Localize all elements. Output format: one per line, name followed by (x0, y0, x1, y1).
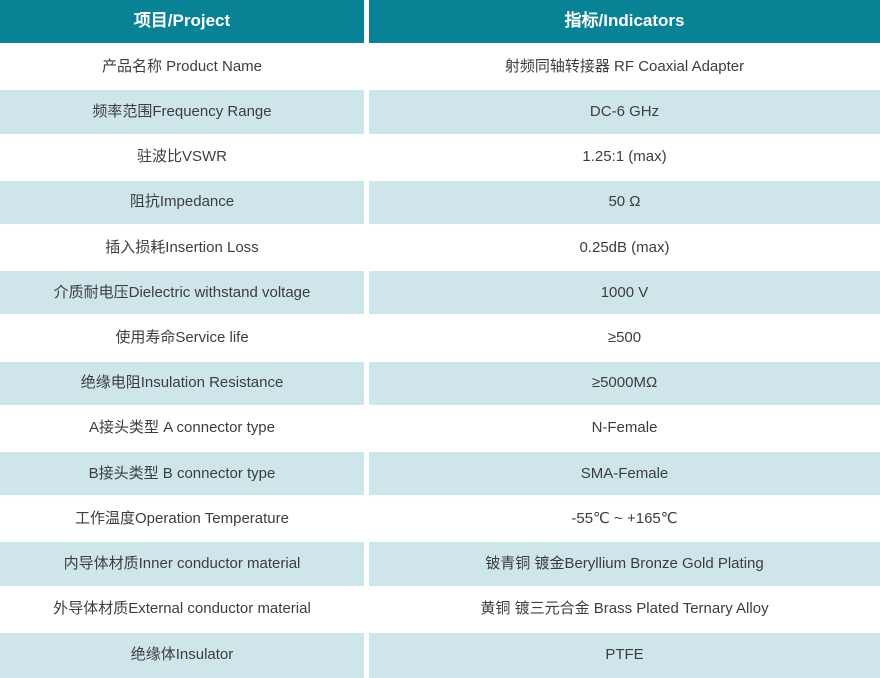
project-cell: 使用寿命Service life (0, 316, 364, 362)
project-cell: B接头类型 B connector type (0, 452, 364, 498)
indicator-cell: PTFE (369, 632, 880, 678)
project-cell: 绝缘体Insulator (0, 632, 364, 678)
indicator-cell: SMA-Female (369, 452, 880, 498)
column-header-project: 项目/Project (0, 0, 364, 46)
project-cell: A接头类型 A connector type (0, 406, 364, 452)
indicator-cell: 1.25:1 (max) (369, 135, 880, 181)
project-cell: 工作温度Operation Temperature (0, 497, 364, 543)
project-cell: 插入损耗Insertion Loss (0, 226, 364, 272)
project-cell: 介质耐电压Dielectric withstand voltage (0, 271, 364, 317)
project-cell: 外导体材质External conductor material (0, 587, 364, 633)
indicator-cell: ≥5000MΩ (369, 361, 880, 407)
indicator-cell: 0.25dB (max) (369, 226, 880, 272)
indicator-cell: DC-6 GHz (369, 90, 880, 136)
project-cell: 绝缘电阻Insulation Resistance (0, 361, 364, 407)
indicator-cell: 1000 V (369, 271, 880, 317)
project-cell: 阻抗Impedance (0, 180, 364, 226)
indicator-cell: 铍青铜 镀金Beryllium Bronze Gold Plating (369, 542, 880, 588)
project-cell: 内导体材质Inner conductor material (0, 542, 364, 588)
indicator-cell: N-Female (369, 406, 880, 452)
indicator-cell: -55℃ ~ +165℃ (369, 497, 880, 543)
column-header-indicators: 指标/Indicators (369, 0, 880, 46)
indicator-cell: 50 Ω (369, 180, 880, 226)
indicator-cell: ≥500 (369, 316, 880, 362)
project-cell: 产品名称 Product Name (0, 45, 364, 91)
project-cell: 驻波比VSWR (0, 135, 364, 181)
indicator-cell: 射频同轴转接器 RF Coaxial Adapter (369, 45, 880, 91)
indicator-cell: 黄铜 镀三元合金 Brass Plated Ternary Alloy (369, 587, 880, 633)
project-cell: 频率范围Frequency Range (0, 90, 364, 136)
